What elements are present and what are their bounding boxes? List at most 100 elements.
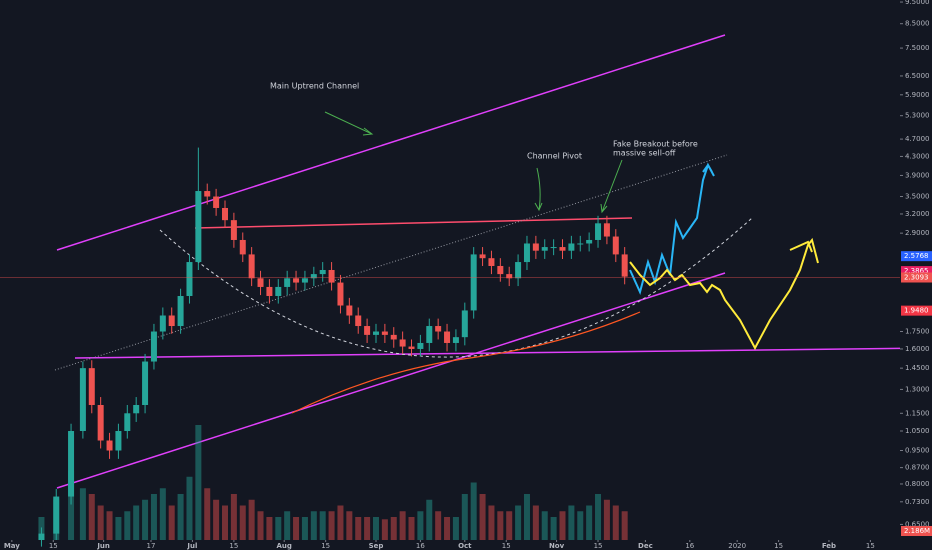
candle-body [577, 243, 584, 245]
volume-bar [461, 494, 468, 540]
volume-bar [195, 425, 202, 540]
y-tick-label: 9.5000 [905, 0, 930, 6]
x-tick-label: Aug [276, 542, 291, 550]
upper-channel [56, 34, 726, 251]
candle-body [532, 243, 539, 251]
volume-bar [621, 511, 628, 540]
volume-bar [124, 511, 131, 540]
y-tick-label: 2.9000 [905, 229, 930, 237]
x-tick-label: 15 [321, 542, 330, 550]
candle-body [399, 339, 406, 347]
candle-body [461, 310, 468, 338]
candle-body [337, 282, 344, 306]
y-tick-label: 0.9500 [905, 446, 930, 454]
candle-body [213, 196, 220, 208]
volume-bar [186, 476, 193, 540]
volume-bar [257, 511, 264, 540]
volume-bar [488, 505, 495, 540]
x-tick-label: Feb [822, 542, 836, 550]
x-tick-label: 16 [685, 542, 694, 550]
y-tick-label: 6.5000 [905, 72, 930, 80]
volume-bar [568, 505, 575, 540]
price-label: 2.3865 [904, 267, 929, 275]
candle-body [497, 265, 504, 275]
volume-bar [204, 488, 211, 540]
volume-bar [577, 511, 584, 540]
candle-body [417, 342, 424, 349]
candle-body [230, 220, 237, 240]
volume-bar [115, 517, 122, 540]
annotation: Fake Breakout before [613, 140, 698, 149]
x-tick-label: May [4, 542, 20, 550]
volume-bar [435, 511, 442, 540]
candle-body [142, 361, 149, 405]
candle-body [195, 191, 202, 263]
volume-bar [266, 517, 273, 540]
volume-bar [381, 519, 388, 540]
y-tick-label: 0.7300 [905, 498, 930, 506]
candle-body [275, 286, 282, 297]
x-tick-label: 15 [229, 542, 238, 550]
volume-bar [328, 511, 335, 540]
candle-body [79, 368, 86, 432]
x-tick-label: 16 [416, 542, 425, 550]
x-tick-label: 15 [502, 542, 511, 550]
volume-bar [355, 517, 362, 540]
candle-body [133, 405, 140, 414]
x-tick-label: 15 [594, 542, 603, 550]
candle-body [452, 337, 459, 343]
x-tick-label: Sep [369, 542, 384, 550]
price-label-box [901, 305, 932, 316]
volume-bar [364, 517, 371, 540]
x-tick-label: Oct [458, 542, 472, 550]
candle-body [435, 326, 442, 332]
lower-channel [56, 272, 726, 489]
candle-body [372, 331, 379, 335]
price-label-box [901, 272, 932, 283]
drawings [54, 34, 931, 489]
volume-bar [479, 494, 486, 540]
candle-body [106, 440, 113, 451]
candle-body [222, 207, 228, 221]
candle-body [284, 278, 291, 287]
candle-body [586, 239, 593, 244]
candle-body [364, 326, 371, 335]
price-label: 2.5768 [904, 252, 929, 260]
candle-body [426, 326, 433, 343]
volume-bar [417, 511, 424, 540]
volume-bar [222, 505, 228, 540]
volume-bar [372, 517, 379, 540]
volume-bar [550, 517, 557, 540]
candle-body [612, 236, 619, 255]
resistance-line [194, 217, 633, 229]
volume-bar [506, 511, 513, 540]
candle-body [390, 334, 397, 340]
volume-bar [213, 499, 220, 540]
y-tick-label: 1.4500 [905, 364, 930, 372]
candle-body [595, 223, 602, 240]
candle-body [355, 315, 362, 327]
y-tick-label: 7.5000 [905, 44, 930, 52]
volume-bar [595, 494, 602, 540]
candle-body [266, 286, 273, 297]
volume-bar [346, 511, 353, 540]
volume-bar [106, 511, 113, 540]
volume-bar [133, 505, 140, 540]
candle-body [248, 254, 255, 279]
y-tick-label: 5.9000 [905, 91, 930, 99]
x-tick-label: 17 [147, 542, 156, 550]
candle-body [168, 315, 175, 327]
candle-body [328, 270, 335, 283]
annotation: Channel Pivot [527, 152, 582, 161]
candle-body [301, 278, 308, 283]
volume-bar [293, 517, 300, 540]
x-tick-label: Nov [549, 542, 565, 550]
volume-bar [399, 511, 406, 540]
y-tick-label: 8.5000 [905, 20, 930, 28]
volume-bar [97, 505, 104, 540]
candle-body [470, 254, 477, 311]
volume-bar [515, 505, 522, 540]
y-tick-label: 3.2000 [905, 210, 930, 218]
volume-bar [239, 505, 246, 540]
